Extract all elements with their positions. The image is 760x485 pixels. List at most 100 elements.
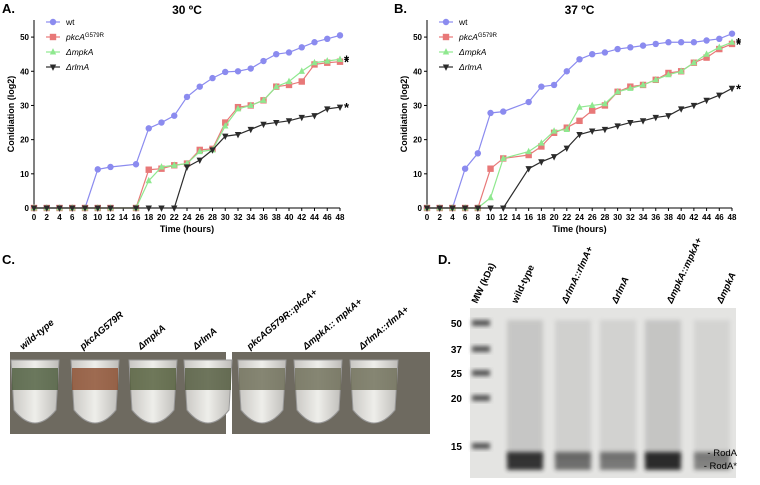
marker	[550, 154, 558, 161]
smear	[694, 320, 730, 460]
marker	[589, 50, 596, 58]
marker	[234, 68, 242, 75]
marker	[260, 121, 267, 129]
marker	[145, 125, 152, 132]
marker	[601, 99, 609, 107]
marker	[442, 48, 450, 55]
marker	[487, 205, 494, 212]
marker	[234, 131, 242, 139]
lane-label: wild-type	[509, 263, 537, 306]
x-tick-label: 24	[575, 213, 584, 222]
marker	[474, 150, 482, 157]
lane-label: ΔmpkA::mpkA+	[664, 236, 705, 306]
smear	[507, 320, 543, 460]
x-tick-label: 30	[221, 213, 230, 222]
marker	[614, 123, 621, 130]
marker	[703, 37, 710, 44]
marker	[298, 44, 305, 51]
y-tick-label: 40	[413, 67, 422, 76]
x-tick-label: 28	[208, 213, 217, 222]
series-line	[34, 106, 341, 209]
marker	[652, 114, 659, 122]
panel-label: C.	[2, 252, 15, 267]
legend-label: ΔrlmA	[65, 62, 90, 72]
marker	[234, 105, 242, 112]
marker	[677, 106, 685, 113]
marker	[614, 45, 621, 53]
band	[507, 452, 543, 470]
y-tick-label: 30	[20, 101, 29, 110]
marker	[576, 117, 583, 125]
mw-label: 37	[451, 345, 463, 356]
marker	[442, 64, 450, 71]
marker	[171, 112, 178, 119]
legend-superscript: G579R	[85, 33, 105, 39]
lane-label: ΔrlmA	[609, 275, 631, 306]
marker	[563, 68, 570, 75]
lane-labels: wild-type pkcAG579R ΔmpkA ΔrlmA pkcAG579R::p…	[18, 287, 412, 353]
x-tick-label: 14	[512, 213, 521, 222]
annotation: *	[344, 52, 350, 67]
x-tick-label: 22	[562, 213, 571, 222]
marker	[639, 118, 647, 125]
marker	[690, 102, 698, 110]
marker	[336, 55, 344, 62]
marker	[665, 39, 672, 46]
panel-label: B.	[394, 1, 407, 16]
marker	[260, 96, 267, 103]
x-tick-label: 48	[336, 213, 345, 222]
marker	[627, 119, 634, 127]
marker	[324, 35, 331, 42]
chart-title: 37 ºC	[565, 3, 595, 17]
marker	[145, 176, 152, 184]
marker	[222, 68, 229, 76]
tubes	[10, 359, 399, 424]
x-tick-label: 26	[588, 213, 597, 222]
marker	[43, 205, 50, 212]
legend-name: wt	[65, 17, 75, 27]
marker	[525, 151, 532, 159]
marker	[703, 97, 710, 105]
marker	[690, 39, 698, 46]
lane-label: MW (kDa)	[470, 261, 498, 305]
x-tick-label: 2	[437, 213, 442, 222]
culture	[295, 368, 341, 390]
lane-label: ΔmpkA	[135, 323, 168, 353]
mw-label: 50	[451, 319, 463, 330]
marker	[716, 43, 723, 50]
mw-label: 25	[451, 369, 463, 380]
x-tick-label: 44	[310, 213, 319, 222]
legend-name: ΔmpkA	[458, 47, 487, 57]
marker	[183, 93, 191, 101]
marker	[538, 139, 545, 146]
x-tick-label: 10	[93, 213, 102, 222]
legend-label: wt	[458, 17, 468, 27]
marker	[442, 18, 450, 26]
x-tick-label: 34	[246, 213, 255, 222]
x-tick-label: 2	[45, 213, 50, 222]
x-tick-label: 40	[285, 213, 294, 222]
marker	[703, 54, 710, 61]
x-tick-label: 8	[476, 213, 481, 222]
marker	[639, 42, 647, 49]
marker	[158, 205, 165, 212]
x-tick-label: 18	[537, 213, 546, 222]
legend-label: wt	[65, 17, 75, 27]
x-tick-label: 38	[664, 213, 673, 222]
marker	[171, 161, 178, 168]
culture	[185, 368, 231, 390]
legend-name: wt	[458, 17, 468, 27]
mw-band	[472, 346, 490, 352]
marker	[576, 103, 583, 110]
x-tick-label: 18	[144, 213, 153, 222]
marker	[436, 205, 443, 212]
marker	[49, 18, 57, 26]
marker	[311, 58, 318, 66]
y-tick-label: 10	[413, 170, 422, 179]
marker	[550, 127, 558, 134]
mw-label: 20	[451, 394, 463, 405]
marker	[247, 126, 254, 134]
marker	[665, 113, 672, 120]
marker	[324, 106, 331, 113]
band	[645, 452, 681, 470]
